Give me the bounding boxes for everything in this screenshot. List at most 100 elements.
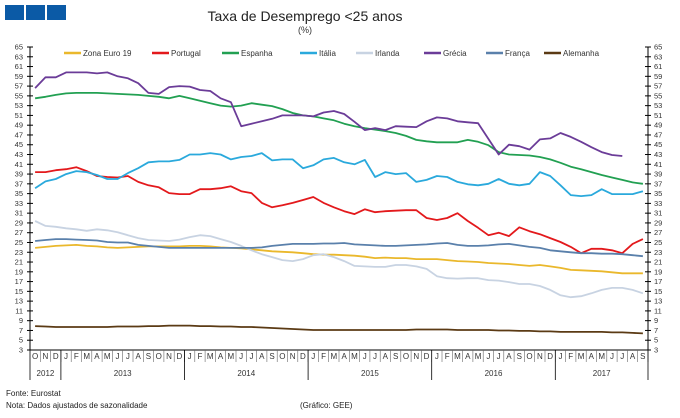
series-line-espanha: [34, 92, 644, 185]
y-tick-label-left: 19: [15, 267, 23, 276]
y-tick-label-right: 55: [654, 91, 662, 100]
y-tick-label-left: 55: [15, 91, 23, 100]
y-tick-label-left: 49: [15, 121, 23, 130]
month-label: M: [578, 352, 585, 361]
y-tick-label-right: 37: [654, 179, 662, 188]
y-tick-label-left: 43: [15, 150, 23, 159]
y-tick-label-left: 27: [15, 228, 23, 237]
month-label: F: [568, 352, 573, 361]
gee-logo: [5, 5, 66, 20]
legend-label: Portugal: [171, 49, 201, 58]
y-tick-label-left: 11: [15, 306, 23, 315]
month-label: O: [156, 352, 162, 361]
y-tick-label-right: 63: [654, 52, 662, 61]
month-label: D: [53, 352, 59, 361]
month-label: A: [589, 352, 595, 361]
y-tick-label-right: 21: [654, 258, 662, 267]
y-tick-label-right: 17: [654, 277, 662, 286]
y-tick-label-right: 61: [654, 62, 662, 71]
y-tick-label-left: 41: [15, 160, 23, 169]
month-label: D: [424, 352, 430, 361]
month-label: S: [269, 352, 274, 361]
y-tick-label-left: 23: [15, 248, 23, 257]
month-label: J: [373, 352, 377, 361]
month-label: J: [363, 352, 367, 361]
month-label: J: [188, 352, 192, 361]
y-tick-label-right: 15: [654, 287, 662, 296]
legend-label: Irlanda: [375, 49, 400, 58]
month-label: N: [290, 352, 296, 361]
y-tick-label-right: 33: [654, 199, 662, 208]
footer-credit: (Gráfico: GEE): [300, 401, 353, 410]
year-label: 2017: [593, 369, 611, 378]
y-tick-label-right: 39: [654, 170, 662, 179]
month-label: M: [331, 352, 338, 361]
series-line-irlanda: [34, 220, 644, 299]
month-label: F: [198, 352, 203, 361]
y-tick-label-right: 13: [654, 297, 662, 306]
y-tick-label-left: 15: [15, 287, 23, 296]
y-tick-label-left: 3: [19, 346, 23, 355]
month-label: M: [104, 352, 111, 361]
y-tick-label-right: 23: [654, 248, 662, 257]
y-tick-label-left: 61: [15, 62, 23, 71]
y-tick-label-right: 29: [654, 218, 662, 227]
y-tick-label-left: 47: [15, 130, 23, 139]
month-label: M: [598, 352, 605, 361]
month-label: N: [537, 352, 543, 361]
month-label: A: [506, 352, 512, 361]
month-label: F: [321, 352, 326, 361]
series-line-alemanha: [35, 324, 643, 335]
month-label: S: [393, 352, 398, 361]
month-label: J: [249, 352, 253, 361]
y-tick-label-left: 63: [15, 52, 23, 61]
y-tick-label-right: 49: [654, 121, 662, 130]
legend-label: Alemanha: [563, 49, 600, 58]
y-tick-label-right: 3: [654, 346, 658, 355]
month-label: F: [445, 352, 450, 361]
year-label: 2016: [485, 369, 503, 378]
legend-label: França: [505, 49, 530, 58]
month-label: M: [228, 352, 235, 361]
month-label: N: [43, 352, 49, 361]
month-label: O: [526, 352, 532, 361]
y-tick-label-left: 51: [15, 111, 23, 120]
series-line-zona-euro-19: [35, 244, 643, 275]
month-label: A: [630, 352, 636, 361]
legend-label: Espanha: [241, 49, 273, 58]
month-label: O: [403, 352, 409, 361]
y-tick-label-left: 5: [19, 336, 23, 345]
month-label: S: [146, 352, 151, 361]
month-label: A: [383, 352, 389, 361]
month-label: M: [475, 352, 482, 361]
month-label: J: [239, 352, 243, 361]
y-tick-label-right: 57: [654, 82, 662, 91]
series-line-portugal: [35, 166, 644, 255]
y-tick-label-left: 17: [15, 277, 23, 286]
y-tick-label-right: 47: [654, 130, 662, 139]
year-label: 2014: [237, 369, 255, 378]
y-tick-label-left: 65: [15, 43, 23, 52]
year-label: 2013: [114, 369, 132, 378]
y-tick-label-right: 43: [654, 150, 662, 159]
month-label: J: [435, 352, 439, 361]
month-label: N: [413, 352, 419, 361]
y-tick-label-left: 45: [15, 140, 23, 149]
month-label: A: [465, 352, 471, 361]
month-label: D: [300, 352, 306, 361]
y-tick-label-right: 31: [654, 209, 662, 218]
month-label: M: [207, 352, 214, 361]
month-label: J: [64, 352, 68, 361]
month-label: J: [126, 352, 130, 361]
y-tick-label-right: 59: [654, 72, 662, 81]
month-label: J: [486, 352, 490, 361]
y-tick-label-right: 9: [654, 316, 658, 325]
year-label: 2015: [361, 369, 379, 378]
y-tick-label-left: 33: [15, 199, 23, 208]
y-tick-label-left: 59: [15, 72, 23, 81]
y-tick-label-left: 39: [15, 170, 23, 179]
month-label: J: [558, 352, 562, 361]
month-label: O: [279, 352, 285, 361]
y-tick-label-left: 29: [15, 218, 23, 227]
